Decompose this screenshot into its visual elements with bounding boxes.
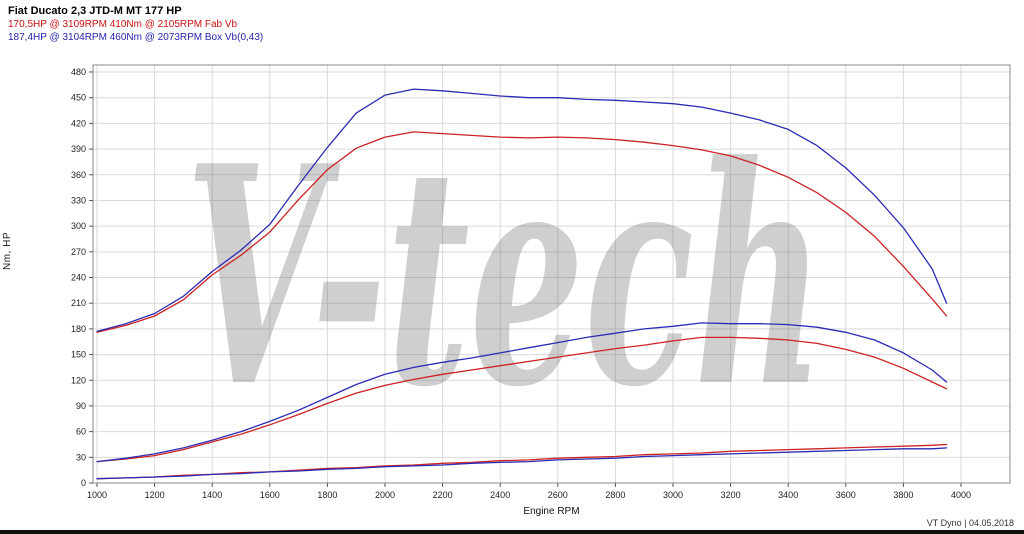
x-tick-label: 3200 [721, 490, 741, 500]
x-tick-label: 2800 [605, 490, 625, 500]
y-tick-label: 150 [71, 350, 86, 360]
x-tick-label: 3800 [893, 490, 913, 500]
y-tick-label: 0 [81, 478, 86, 488]
x-tick-label: 1400 [202, 490, 222, 500]
y-tick-label: 330 [71, 195, 86, 205]
dyno-caption: VT Dyno | 04.05.2018 [926, 518, 1014, 528]
x-tick-label: 4000 [951, 490, 971, 500]
y-tick-label: 210 [71, 298, 86, 308]
x-tick-label: 2000 [375, 490, 395, 500]
bottom-border-bar [0, 530, 1024, 534]
vtech-watermark: V-tech [185, 100, 825, 453]
y-tick-label: 120 [71, 375, 86, 385]
x-tick-label: 2400 [490, 490, 510, 500]
page-title: Fiat Ducato 2,3 JTD-M MT 177 HP [8, 5, 182, 17]
y-tick-label: 90 [76, 401, 86, 411]
y-tick-label: 390 [71, 144, 86, 154]
x-tick-label: 1600 [260, 490, 280, 500]
x-tick-label: 3000 [663, 490, 683, 500]
x-tick-label: 2600 [548, 490, 568, 500]
x-tick-label: 3600 [836, 490, 856, 500]
y-tick-label: 240 [71, 273, 86, 283]
curve-torque-tuned [96, 88, 948, 333]
curve-loss-stock [96, 443, 948, 480]
plot-border [92, 64, 1011, 484]
y-tick-label: 180 [71, 324, 86, 334]
curve-power-tuned [96, 322, 948, 463]
y-tick-label: 360 [71, 170, 86, 180]
curve-torque-stock [96, 131, 948, 333]
y-axis-label: Nm, HP [2, 232, 13, 270]
y-tick-label: 480 [71, 67, 86, 77]
y-tick-label: 300 [71, 221, 86, 231]
y-tick-label: 60 [76, 427, 86, 437]
y-tick-label: 270 [71, 247, 86, 257]
x-tick-label: 1200 [145, 490, 165, 500]
x-tick-label: 2200 [433, 490, 453, 500]
curve-power-stock [96, 336, 948, 463]
x-tick-label: 1800 [317, 490, 337, 500]
x-tick-label: 3400 [778, 490, 798, 500]
plot-area [93, 65, 1010, 483]
curve-loss-tuned [96, 447, 948, 480]
y-tick-label: 30 [76, 452, 86, 462]
y-tick-label: 450 [71, 93, 86, 103]
stock-result-line: 170,5HP @ 3109RPM 410Nm @ 2105RPM Fab Vb [8, 19, 238, 31]
y-tick-label: 420 [71, 118, 86, 128]
tuned-result-line: 187,4HP @ 3104RPM 460Nm @ 2073RPM Box Vb… [8, 32, 264, 44]
x-tick-label: 1000 [87, 490, 107, 500]
x-axis-label: Engine RPM [523, 506, 580, 517]
chart-header: Fiat Ducato 2,3 JTD-M MT 177 HP 170,5HP … [8, 4, 263, 44]
